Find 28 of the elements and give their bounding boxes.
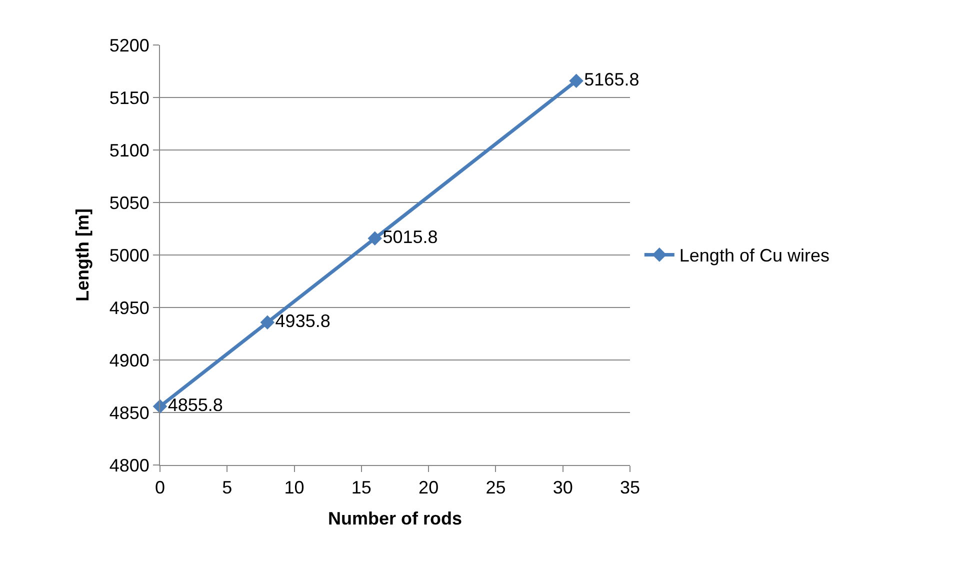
y-tick-label: 4900 <box>109 350 150 370</box>
y-axis-title: Length [m] <box>72 208 93 302</box>
y-tick-label: 5050 <box>109 192 150 213</box>
y-tick-label: 5100 <box>109 140 150 160</box>
data-label: 4935.8 <box>275 310 330 331</box>
x-tick-label: 25 <box>486 478 506 498</box>
point <box>260 315 275 330</box>
legend-label: Length of Cu wires <box>679 246 830 266</box>
y-tick-label: 4850 <box>109 402 150 423</box>
data-label: 5015.8 <box>382 226 438 247</box>
y-tick-label: 4950 <box>109 298 150 318</box>
x-tick-label: 20 <box>418 478 439 498</box>
data-label: 4855.8 <box>168 394 223 415</box>
x-tick-label: 10 <box>284 478 304 498</box>
point <box>368 231 382 246</box>
x-tick-label: 5 <box>222 478 232 498</box>
x-tick-label: 30 <box>552 478 573 498</box>
y-tick-label: 5150 <box>109 88 150 108</box>
x-tick-label: 0 <box>154 478 166 498</box>
point <box>152 399 168 414</box>
y-tick-label: 4800 <box>109 455 150 476</box>
point <box>569 74 584 88</box>
x-tick-label: 15 <box>351 478 372 498</box>
y-tick-label: 5200 <box>109 35 150 56</box>
data-label: 5165.8 <box>584 69 640 90</box>
y-tick-label: 5000 <box>109 245 150 266</box>
x-axis-title: Number of rods <box>328 508 462 529</box>
x-tick-label: 35 <box>620 478 640 498</box>
